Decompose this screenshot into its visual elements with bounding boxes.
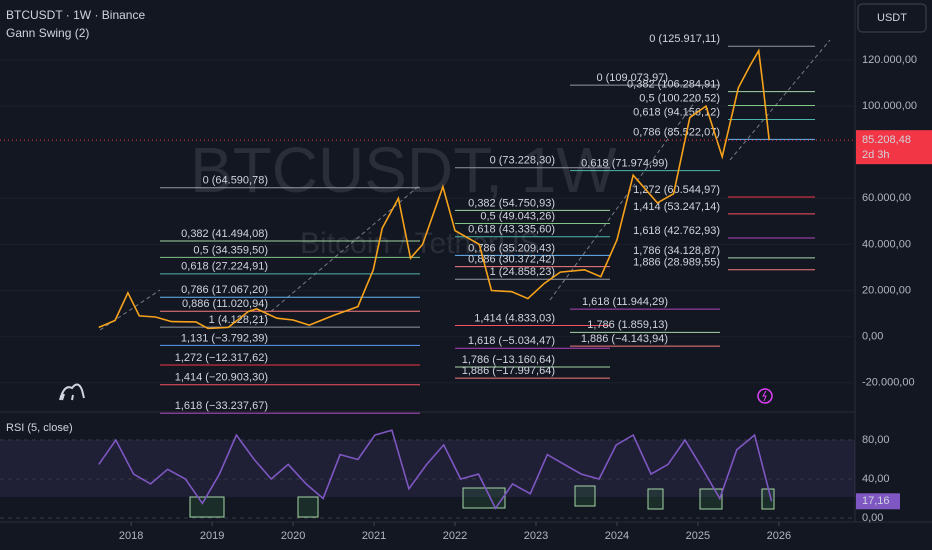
x-tick-label: 2023 — [524, 530, 548, 542]
logo-icon — [59, 383, 85, 401]
fib-label: 0,618 (94.156,12) — [633, 106, 720, 118]
x-tick-label: 2018 — [119, 530, 143, 542]
fib-label: 1,886 (−17.997,64) — [462, 365, 555, 377]
rsi-title: RSI (5, close) — [6, 422, 73, 434]
fib-label: 0,886 (11.020,94) — [182, 298, 268, 310]
fib-label: 1,618 (11.944,29) — [582, 296, 668, 308]
x-tick-label: 2020 — [281, 530, 305, 542]
fib-label: 1,618 (42.762,93) — [633, 225, 720, 237]
x-tick-label: 2022 — [443, 530, 467, 542]
fib-label: 0 (109.073,97) — [596, 72, 668, 84]
fib-label: 0,886 (30.372,42) — [468, 253, 555, 265]
fib-label: 1,618 (−5.034,47) — [468, 335, 555, 347]
oversold-box — [462, 487, 506, 509]
fib-label: 0 (125.917,11) — [649, 33, 720, 45]
x-tick-label: 2019 — [200, 530, 224, 542]
fib-label: 0,618 (71.974,99) — [581, 158, 668, 170]
price-line — [98, 48, 770, 330]
fib-label: 0,618 (43.335,60) — [468, 224, 555, 236]
oversold-box — [647, 488, 664, 510]
x-tick-label: 2021 — [362, 530, 386, 542]
fib-label: 1 (24.858,23) — [490, 266, 555, 278]
x-tick-label: 2024 — [605, 530, 629, 542]
y-tick-label: 0,00 — [862, 331, 883, 343]
fib-label: 0 (73.228,30) — [490, 155, 555, 167]
fib-label: 1,272 (60.544,97) — [633, 184, 720, 196]
trend-line — [254, 184, 421, 326]
trend-line — [729, 39, 831, 161]
y-tick-label: 40.000,00 — [862, 238, 911, 250]
currency-button-label[interactable]: USDT — [877, 12, 907, 24]
watermark: BTCUSDT, 1W — [190, 134, 617, 206]
fib-label: 0,5 (100.220,52) — [639, 92, 720, 104]
fib-label: 1,272 (−12.317,62) — [175, 352, 268, 364]
indicator-title: Gann Swing (2) — [6, 26, 89, 40]
y-tick-label: 100.000,00 — [862, 100, 917, 112]
fib-label: 0,786 (17.067,20) — [181, 284, 268, 296]
last-price-label: 85.208,48 — [862, 134, 911, 146]
fib-label: 1,886 (28.989,55) — [633, 257, 720, 269]
fib-label: 1,414 (53.247,14) — [633, 201, 720, 213]
currency-button[interactable] — [857, 3, 927, 33]
fib-label: 0,382 (106.284,91) — [627, 78, 720, 90]
y-tick-label: 0,00 — [862, 512, 883, 524]
x-tick-label: 2025 — [686, 530, 710, 542]
fib-label: 1,618 (−33.237,67) — [175, 400, 268, 412]
oversold-box — [189, 496, 225, 518]
fib-label: 1,131 (−3.792,39) — [181, 332, 268, 344]
oversold-box — [297, 496, 319, 518]
y-tick-label: -20.000,00 — [862, 377, 915, 389]
fib-label: 1,786 (1.859,13) — [587, 319, 668, 331]
y-tick-label: 120.000,00 — [862, 54, 917, 66]
x-tick-label: 2026 — [767, 530, 791, 542]
y-tick-label: 60.000,00 — [862, 192, 911, 204]
fib-label: 0,786 (85.522,07) — [633, 126, 720, 138]
y-tick-label: 20.000,00 — [862, 284, 911, 296]
rsi-line — [98, 429, 773, 510]
oversold-box — [699, 488, 723, 510]
fib-label: 1,414 (4.833,03) — [474, 312, 555, 324]
watermark-sub: Bitcoin / TetherUS — [300, 227, 540, 260]
last-price-tag — [856, 130, 932, 165]
countdown-label: 2d 3h — [862, 149, 890, 161]
rsi-value-label: 17,16 — [862, 495, 890, 507]
fib-label: 0,382 (41.494,08) — [181, 228, 268, 240]
fib-label: 0,5 (34.359,50) — [193, 244, 268, 256]
fib-label: 0,382 (54.750,93) — [468, 197, 555, 209]
fib-label: 1,786 (−13.160,64) — [462, 354, 555, 366]
trend-line — [99, 289, 161, 331]
rsi-band — [0, 439, 855, 497]
alert-icon[interactable] — [757, 388, 773, 404]
oversold-box — [574, 485, 596, 507]
oversold-box — [761, 488, 775, 510]
fib-label: 1,786 (34.128,87) — [633, 245, 720, 257]
fib-label: 1,414 (−20.903,30) — [175, 372, 268, 384]
y-tick-label: 80,00 — [862, 434, 890, 446]
fib-label: 0,618 (27.224,91) — [181, 261, 268, 273]
fib-label: 0,5 (49.043,26) — [480, 210, 555, 222]
fib-label: 1,886 (−4.143,94) — [581, 333, 668, 345]
symbol-title: BTCUSDT · 1W · Binance — [6, 8, 145, 22]
fib-label: 0,786 (35.209,43) — [468, 242, 555, 254]
fib-label: 0 (64.590,78) — [203, 175, 268, 187]
trend-line — [549, 94, 701, 301]
alert-bolt — [762, 390, 767, 402]
rsi-value-tag — [856, 493, 900, 510]
y-tick-label: 40,00 — [862, 473, 890, 485]
